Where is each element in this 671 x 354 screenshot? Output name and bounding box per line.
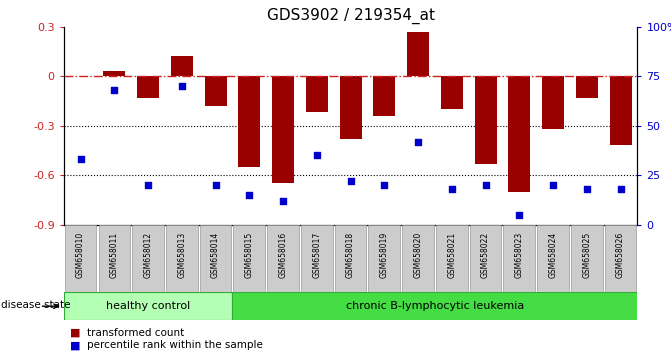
- Point: [413, 139, 423, 144]
- Bar: [171, 56, 193, 76]
- Bar: [610, 76, 631, 145]
- Bar: [99, 225, 130, 292]
- Bar: [64, 292, 232, 320]
- Point: [75, 156, 86, 162]
- Point: [176, 83, 187, 89]
- Bar: [441, 76, 463, 109]
- Text: GSM658026: GSM658026: [616, 232, 625, 278]
- Bar: [605, 225, 636, 292]
- Bar: [238, 76, 260, 167]
- Point: [210, 182, 221, 188]
- Point: [311, 153, 322, 158]
- Text: GSM658014: GSM658014: [211, 232, 220, 278]
- Text: GSM658017: GSM658017: [312, 232, 321, 278]
- Bar: [407, 32, 429, 76]
- Text: GSM658023: GSM658023: [515, 232, 524, 278]
- Bar: [402, 225, 434, 292]
- Text: GSM658024: GSM658024: [549, 232, 558, 278]
- Bar: [474, 76, 497, 164]
- Bar: [571, 225, 603, 292]
- Bar: [509, 76, 530, 192]
- Point: [548, 182, 558, 188]
- Text: GSM658010: GSM658010: [76, 232, 85, 278]
- Point: [345, 178, 356, 184]
- Bar: [503, 225, 535, 292]
- Bar: [542, 76, 564, 129]
- Bar: [537, 225, 569, 292]
- Bar: [232, 292, 637, 320]
- Title: GDS3902 / 219354_at: GDS3902 / 219354_at: [266, 7, 435, 24]
- Text: ■: ■: [70, 328, 81, 338]
- Bar: [301, 225, 333, 292]
- Point: [514, 212, 525, 218]
- Bar: [103, 71, 125, 76]
- Bar: [65, 225, 97, 292]
- Text: GSM658025: GSM658025: [582, 232, 591, 278]
- Point: [143, 182, 154, 188]
- Bar: [436, 225, 468, 292]
- Text: GSM658015: GSM658015: [245, 232, 254, 278]
- Bar: [373, 76, 395, 116]
- Bar: [272, 76, 294, 183]
- Bar: [470, 225, 501, 292]
- Bar: [166, 225, 198, 292]
- Bar: [200, 225, 231, 292]
- Bar: [368, 225, 400, 292]
- Text: GSM658022: GSM658022: [481, 232, 490, 278]
- Point: [278, 198, 289, 204]
- Text: ■: ■: [70, 340, 81, 350]
- Bar: [576, 76, 598, 98]
- Text: GSM658019: GSM658019: [380, 232, 389, 278]
- Bar: [205, 76, 227, 106]
- Point: [446, 186, 457, 192]
- Point: [379, 182, 390, 188]
- Point: [480, 182, 491, 188]
- Bar: [267, 225, 299, 292]
- Text: healthy control: healthy control: [106, 301, 191, 311]
- Text: GSM658012: GSM658012: [144, 232, 152, 278]
- Point: [244, 192, 255, 198]
- Point: [582, 186, 592, 192]
- Bar: [306, 76, 328, 113]
- Text: GSM658011: GSM658011: [110, 232, 119, 278]
- Text: disease state: disease state: [1, 300, 71, 310]
- Point: [615, 186, 626, 192]
- Bar: [340, 76, 362, 139]
- Text: percentile rank within the sample: percentile rank within the sample: [87, 340, 263, 350]
- Point: [109, 87, 119, 93]
- Text: GSM658021: GSM658021: [448, 232, 456, 278]
- Text: chronic B-lymphocytic leukemia: chronic B-lymphocytic leukemia: [346, 301, 524, 311]
- Bar: [335, 225, 366, 292]
- Text: GSM658016: GSM658016: [278, 232, 288, 278]
- Bar: [132, 225, 164, 292]
- Text: transformed count: transformed count: [87, 328, 185, 338]
- Text: GSM658018: GSM658018: [346, 232, 355, 278]
- Text: GSM658020: GSM658020: [413, 232, 423, 278]
- Text: GSM658013: GSM658013: [177, 232, 187, 278]
- Bar: [234, 225, 265, 292]
- Bar: [137, 76, 159, 98]
